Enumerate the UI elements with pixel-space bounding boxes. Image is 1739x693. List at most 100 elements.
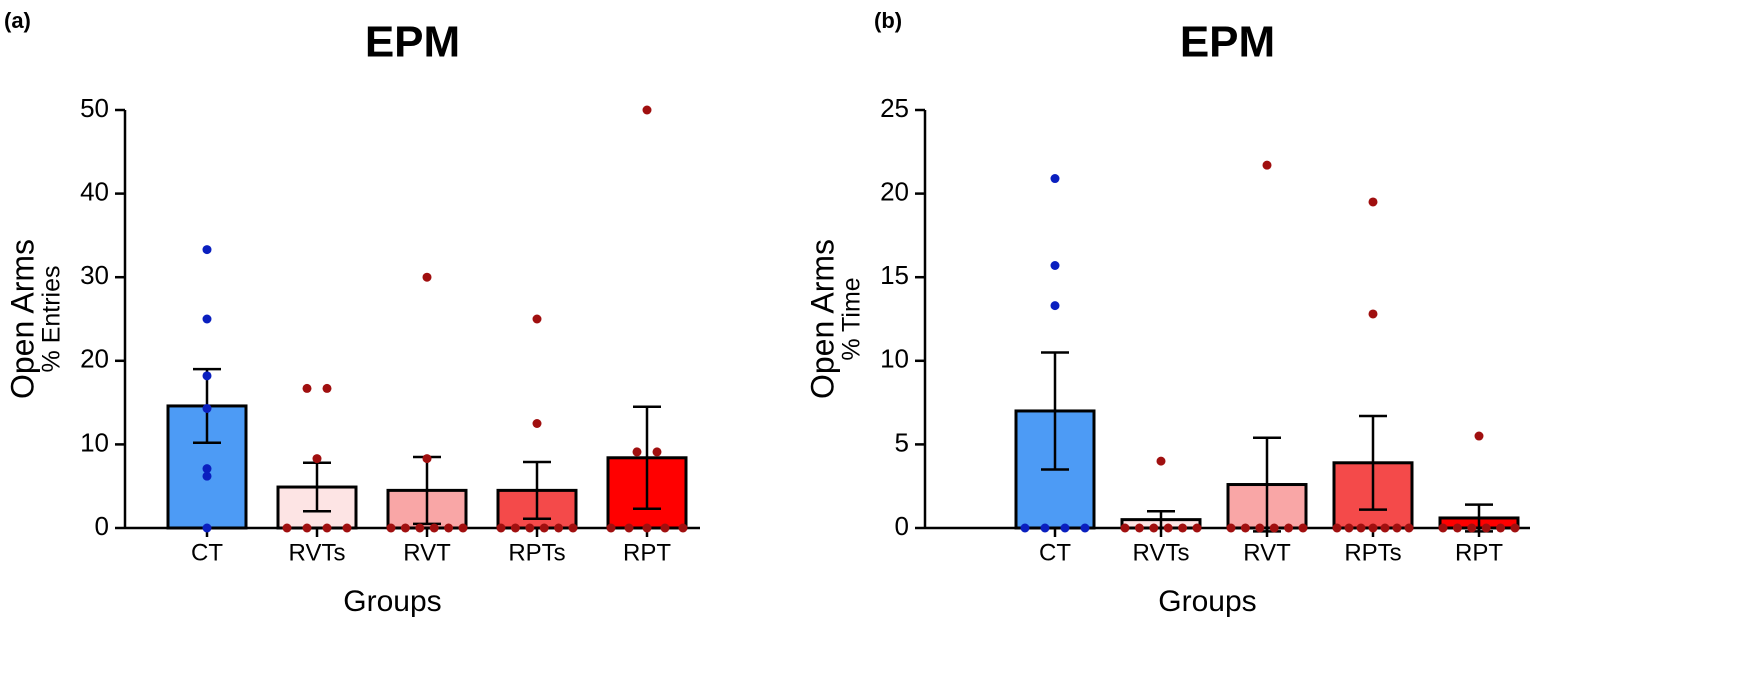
y-tick-label: 30	[80, 260, 109, 290]
data-point	[202, 464, 212, 474]
x-axis-label: Groups	[343, 585, 441, 618]
y-axis-label: % Time	[838, 277, 866, 360]
x-tick-label: RVTs	[1133, 539, 1190, 566]
data-point	[422, 454, 432, 464]
data-point	[1380, 523, 1390, 533]
x-tick-label: CT	[191, 539, 223, 566]
data-point	[322, 523, 332, 533]
data-point	[1050, 260, 1060, 270]
data-point	[422, 272, 432, 282]
data-point	[642, 523, 652, 533]
data-point	[525, 523, 535, 533]
data-point	[1392, 523, 1402, 533]
x-tick-label: RPTs	[1344, 539, 1401, 566]
data-point	[678, 523, 688, 533]
data-point	[1467, 523, 1477, 533]
data-point	[1452, 523, 1462, 533]
data-point	[1269, 523, 1279, 533]
data-point	[1510, 523, 1520, 533]
data-point	[1496, 523, 1506, 533]
data-point	[1060, 523, 1070, 533]
data-point	[1481, 523, 1491, 533]
data-point	[429, 523, 439, 533]
data-point	[322, 383, 332, 393]
data-point	[282, 523, 292, 533]
y-tick-label: 10	[80, 427, 109, 457]
data-point	[1178, 523, 1188, 533]
data-point	[539, 523, 549, 533]
panel: (b) EPM Open Arms% Time Groups 0 5 10 15 20 25 CT R…	[804, 8, 1530, 618]
data-point	[1020, 523, 1030, 533]
data-point	[568, 523, 578, 533]
data-point	[202, 403, 212, 413]
data-point	[386, 523, 396, 533]
data-point	[1404, 523, 1414, 533]
x-tick-label: CT	[1039, 539, 1071, 566]
data-point	[632, 447, 642, 457]
data-point	[1438, 523, 1448, 533]
data-point	[510, 523, 520, 533]
data-point	[1262, 160, 1272, 170]
data-point	[302, 523, 312, 533]
data-point	[312, 454, 322, 464]
data-point	[302, 383, 312, 393]
data-point	[1192, 523, 1202, 533]
data-point	[202, 371, 212, 381]
data-point	[1344, 523, 1354, 533]
y-tick-label: 20	[80, 344, 109, 374]
y-tick-label: 0	[895, 511, 909, 541]
data-point	[1149, 523, 1159, 533]
x-tick-label: RPTs	[508, 539, 565, 566]
data-point	[1298, 523, 1308, 533]
y-tick-label: 50	[80, 93, 109, 123]
y-axis-label: % Entries	[38, 266, 66, 373]
x-axis-label: Groups	[1158, 585, 1256, 618]
x-tick-label: RPT	[623, 539, 671, 566]
data-point	[1226, 523, 1236, 533]
data-point	[532, 419, 542, 428]
data-point	[1163, 523, 1173, 533]
panel-label: (b)	[874, 8, 902, 33]
data-point	[202, 523, 212, 533]
data-point	[342, 523, 352, 533]
data-point	[660, 523, 670, 533]
y-tick-label: 20	[880, 176, 909, 206]
y-axis-label: Open Arms	[4, 239, 40, 399]
data-point	[1050, 301, 1060, 311]
data-point	[1284, 523, 1294, 533]
data-point	[202, 314, 212, 324]
panel-label: (a)	[4, 8, 31, 33]
data-point	[458, 523, 468, 533]
data-point	[606, 523, 616, 533]
x-tick-label: RPT	[1455, 539, 1503, 566]
data-point	[1156, 456, 1166, 466]
chart-title: EPM	[1180, 18, 1275, 67]
data-point	[1080, 523, 1090, 533]
data-point	[1255, 523, 1265, 533]
data-point	[1040, 523, 1050, 533]
data-point	[1240, 523, 1250, 533]
y-tick-label: 40	[80, 176, 109, 206]
data-point	[202, 471, 212, 481]
y-axis-label: Open Arms	[804, 239, 840, 399]
data-point	[400, 523, 410, 533]
y-tick-label: 0	[95, 511, 109, 541]
data-point	[496, 523, 506, 533]
data-point	[1356, 523, 1366, 533]
data-point	[1134, 523, 1144, 533]
data-point	[1474, 431, 1484, 441]
data-point	[642, 105, 652, 115]
x-tick-label: RVT	[403, 539, 451, 566]
x-tick-label: RVTs	[289, 539, 346, 566]
data-point	[1368, 197, 1378, 207]
panel: (a) EPM Open Arms% Entries Groups 0 10 20 30 40 5…	[4, 8, 700, 618]
data-point	[1368, 309, 1378, 319]
data-point	[444, 523, 454, 533]
data-point	[652, 447, 662, 457]
y-tick-label: 15	[880, 260, 909, 290]
data-point	[554, 523, 564, 533]
data-point	[532, 314, 542, 324]
data-point	[1120, 523, 1130, 533]
data-point	[1050, 174, 1060, 184]
